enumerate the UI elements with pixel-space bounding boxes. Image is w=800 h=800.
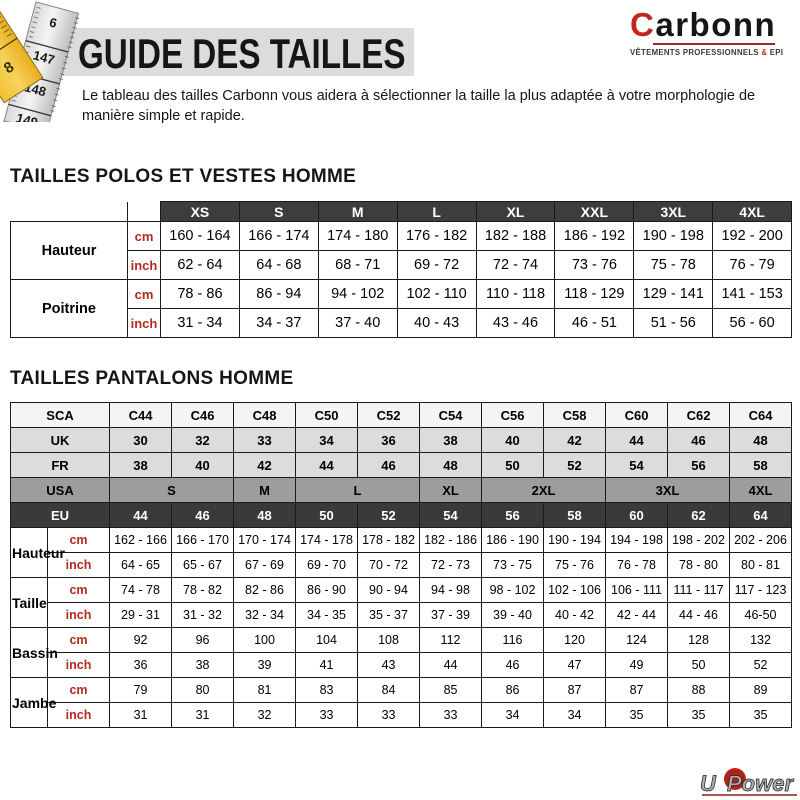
svg-text:Power: Power xyxy=(727,771,794,796)
svg-text:U: U xyxy=(700,771,717,796)
